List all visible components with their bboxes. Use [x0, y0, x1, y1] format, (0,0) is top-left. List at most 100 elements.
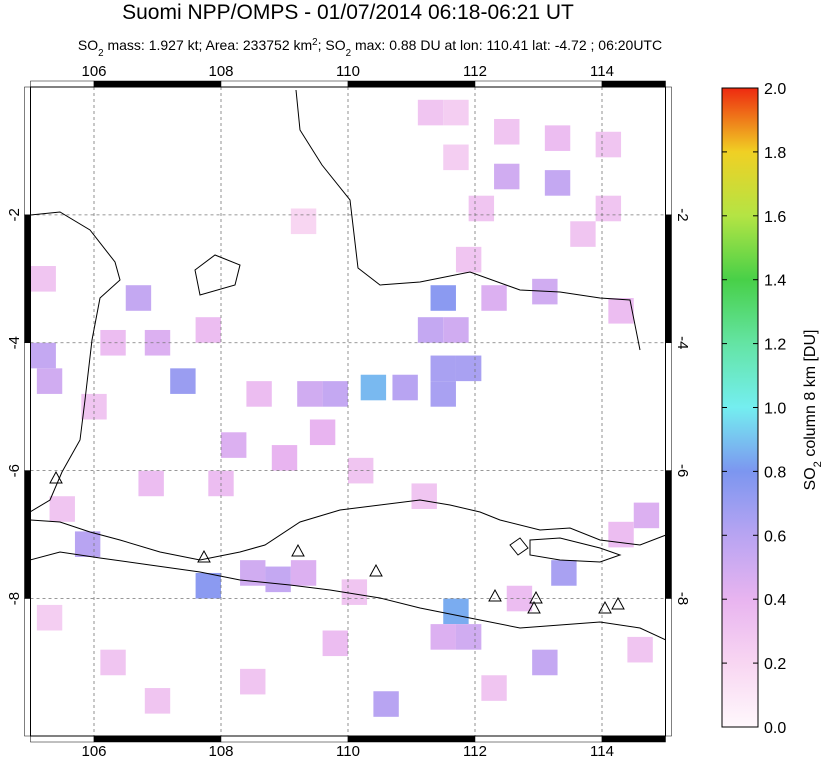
- coastline: [509, 537, 529, 556]
- so2-cell: [30, 342, 56, 369]
- so2-cell: [430, 285, 456, 311]
- text-segment: 2: [346, 48, 351, 59]
- x-tick-label: 108: [208, 63, 233, 80]
- volcano: [49, 470, 63, 484]
- so2-cell: [494, 118, 520, 145]
- text-segment: 2: [812, 461, 823, 467]
- so2-cell: [595, 131, 622, 158]
- so2-cell: [481, 285, 507, 311]
- so2-cell: [36, 604, 63, 631]
- so2-cell: [455, 624, 482, 650]
- so2-cell: [49, 496, 75, 522]
- frame-band: [220, 735, 349, 743]
- map-frame: [24, 80, 672, 743]
- so2-cell: [297, 381, 323, 407]
- frame-band: [24, 86, 31, 216]
- so2-cell: [100, 649, 126, 676]
- so2-cell: [430, 355, 456, 382]
- text-segment: max: 0.88 DU at lon: 110.41 lat: -4.72 ;…: [351, 37, 662, 53]
- x-tick-label: 106: [81, 63, 106, 80]
- so2-cell: [544, 125, 571, 151]
- coastline: [194, 254, 241, 296]
- volcano: [369, 563, 383, 577]
- frame-band: [601, 735, 666, 743]
- colorbar-tick-label: 0.0: [764, 720, 786, 737]
- so2-cell: [417, 317, 444, 343]
- y-tick-label: -6: [674, 464, 691, 477]
- frame-band: [93, 80, 222, 88]
- volcanoes: [49, 470, 625, 614]
- so2-cell: [309, 419, 336, 446]
- coastline: [30, 499, 666, 561]
- text-segment: SO: [802, 467, 819, 490]
- colorbar-tick-label: 0.4: [764, 592, 786, 609]
- so2-cell: [608, 298, 634, 324]
- text-segment: mass: 1.927 kt; Area: 233752 km: [104, 37, 313, 53]
- coastline: [30, 551, 666, 641]
- colorbar-label: SO2 column 8 km [DU]: [802, 330, 823, 491]
- so2-cell: [125, 285, 152, 311]
- so2-cell: [144, 688, 171, 714]
- frame-band: [474, 735, 603, 743]
- frame-band: [665, 214, 672, 344]
- frame-border: [30, 86, 666, 737]
- so2-cell: [551, 560, 577, 586]
- colorbar-tick-label: 0.2: [764, 656, 786, 673]
- colorbar-tick-label: 0.8: [764, 464, 786, 481]
- y-tick-label: -4: [6, 336, 23, 349]
- frame-band: [24, 214, 31, 344]
- colorbar-tick-label: 1.6: [764, 209, 786, 226]
- so2-cell: [595, 195, 622, 222]
- so2-cell: [195, 572, 221, 599]
- so2-cell: [170, 368, 196, 394]
- so2-cell: [443, 317, 469, 343]
- x-tick-label: 112: [463, 743, 487, 759]
- volcano: [529, 590, 543, 604]
- y-tick-label: -8: [6, 592, 23, 605]
- so2-cell: [30, 266, 56, 292]
- so2-cell: [373, 691, 399, 717]
- so2-cell: [570, 221, 596, 247]
- frame-band: [665, 86, 672, 216]
- x-tick-label: 110: [336, 63, 360, 80]
- x-tick-label: 114: [590, 743, 614, 759]
- so2-cell: [290, 208, 317, 235]
- so2-cell: [240, 668, 266, 695]
- frame-band: [665, 342, 672, 471]
- volcano: [197, 549, 211, 563]
- frame-band: [30, 80, 95, 88]
- text-segment: SO: [78, 37, 98, 53]
- y-tick-label: -2: [674, 208, 691, 221]
- subtitle: SO2 mass: 1.927 kt; Area: 233752 km2; SO…: [78, 37, 662, 59]
- so2-cell: [265, 566, 291, 593]
- so2-cell: [195, 317, 221, 343]
- coastline: [295, 89, 641, 351]
- so2-cell: [392, 374, 418, 401]
- colorbar-fill: [721, 87, 759, 728]
- frame-band: [474, 80, 603, 88]
- colorbar-tick-label: 1.4: [764, 273, 786, 290]
- so2-cell: [532, 649, 558, 676]
- so2-cell: [443, 99, 469, 126]
- so2-cell: [481, 675, 507, 701]
- so2-cell: [138, 470, 164, 497]
- x-tick-label: 108: [208, 743, 233, 759]
- so2-cell: [221, 432, 247, 458]
- frame-band: [601, 80, 666, 88]
- x-tick-label: 110: [336, 743, 360, 759]
- so2-cell: [443, 144, 469, 171]
- x-tick-label: 114: [590, 63, 614, 80]
- frame-band: [665, 470, 672, 599]
- text-segment: 2: [312, 37, 317, 48]
- so2-cell: [627, 636, 653, 663]
- volcano: [291, 543, 305, 557]
- so2-cell: [36, 368, 63, 394]
- x-tick-label: 112: [463, 63, 487, 80]
- so2-cell: [430, 381, 456, 407]
- so2-cell: [74, 531, 101, 557]
- so2-cell: [544, 170, 571, 196]
- text-segment: column 8 km [DU]: [802, 330, 819, 462]
- colorbar-tick-label: 0.6: [764, 528, 786, 545]
- so2-cell: [290, 560, 317, 586]
